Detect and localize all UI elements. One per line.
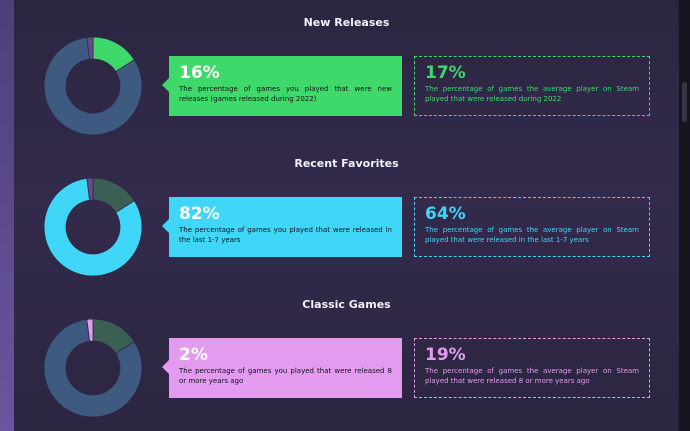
donut-svg xyxy=(43,177,143,277)
average-description: The percentage of games the average play… xyxy=(425,367,639,385)
donut-slice-recent-favorites xyxy=(43,177,143,277)
your-percent: 16% xyxy=(179,63,220,83)
average-description: The percentage of games the average play… xyxy=(425,85,639,103)
donut-slice-classic-games xyxy=(86,318,94,342)
your-stat-panel-new-releases: 16% The percentage of games you played t… xyxy=(162,56,402,116)
scrollbar-track[interactable] xyxy=(679,0,690,431)
average-stat-panel-recent-favorites: 64% The percentage of games the average … xyxy=(414,197,650,257)
window-left-edge xyxy=(0,0,14,431)
average-description: The percentage of games the average play… xyxy=(425,226,639,244)
your-description: The percentage of games you played that … xyxy=(179,85,392,103)
section-title-new-releases: New Releases xyxy=(303,16,390,29)
average-percent: 64% xyxy=(425,204,466,224)
section-title-recent-favorites: Recent Favorites xyxy=(294,157,399,170)
average-stat-panel-new-releases: 17% The percentage of games the average … xyxy=(414,56,650,116)
donut-svg xyxy=(43,318,143,418)
your-stat-panel-recent-favorites: 82% The percentage of games you played t… xyxy=(162,197,402,257)
donut-slice-classic-games xyxy=(86,36,94,60)
your-stat-panel-classic-games: 2% The percentage of games you played th… xyxy=(162,338,402,398)
donut-chart-new-releases xyxy=(42,35,144,137)
average-percent: 19% xyxy=(425,345,466,365)
donut-slice-recent-favorites xyxy=(43,318,143,418)
your-description: The percentage of games you played that … xyxy=(179,367,392,385)
donut-chart-classic-games xyxy=(42,317,144,419)
donut-slice-recent-favorites xyxy=(43,36,143,136)
your-percent: 2% xyxy=(179,345,208,365)
scrollbar-thumb[interactable] xyxy=(682,82,687,122)
section-title-classic-games: Classic Games xyxy=(302,298,391,311)
donut-slice-classic-games xyxy=(86,177,94,201)
your-description: The percentage of games you played that … xyxy=(179,226,392,244)
average-percent: 17% xyxy=(425,63,466,83)
average-stat-panel-classic-games: 19% The percentage of games the average … xyxy=(414,338,650,398)
your-percent: 82% xyxy=(179,204,220,224)
donut-svg xyxy=(43,36,143,136)
donut-chart-recent-favorites xyxy=(42,176,144,278)
